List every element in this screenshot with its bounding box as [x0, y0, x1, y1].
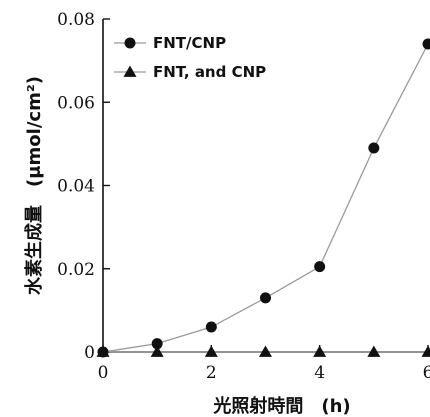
- x-tick-label-2: 4: [314, 363, 325, 383]
- x-tick-label-3: 6: [423, 363, 430, 383]
- legend-marker-0: [124, 37, 136, 49]
- series-0-point-2: [205, 321, 217, 333]
- series-0-point-4: [314, 261, 326, 273]
- series-0-point-3: [260, 292, 271, 304]
- y-tick-label-4: 0.08: [57, 10, 95, 30]
- series-0-point-6: [422, 38, 430, 50]
- series-line-0: [102, 43, 429, 353]
- series-0-point-1: [151, 338, 163, 350]
- series-1-point-2: [204, 345, 218, 357]
- series-1-point-4: [313, 345, 327, 357]
- legend-marker-1: [123, 65, 137, 77]
- y-tick-label-3: 0.06: [57, 93, 95, 113]
- series-1-point-6: [421, 345, 430, 357]
- series-0-point-5: [368, 142, 380, 154]
- y-tick-label-2: 0.04: [57, 177, 95, 197]
- y-tick-label-1: 0.02: [57, 260, 95, 280]
- legend-label-0: FNT/CNP: [153, 34, 226, 52]
- series-lines: [102, 43, 429, 353]
- series-1-point-0: [96, 345, 110, 357]
- series-1-point-3: [259, 345, 272, 357]
- series-1-point-5: [367, 345, 381, 357]
- series-markers: [96, 38, 430, 358]
- x-tick-label-0: 0: [98, 363, 109, 383]
- series-1-point-1: [150, 345, 164, 357]
- x-tick-label-1: 2: [206, 363, 217, 383]
- legend: FNT/CNP FNT, and CNP: [114, 34, 266, 81]
- tick-labels: 0 0.02 0.04 0.06 0.08 0 2 4 6: [57, 10, 430, 383]
- y-axis-title: 水素生成量 (μmol/cm²): [23, 76, 45, 295]
- y-tick-label-0: 0: [84, 343, 95, 363]
- x-axis-title: 光照射時間 (h): [212, 395, 350, 417]
- legend-label-1: FNT, and CNP: [153, 63, 266, 81]
